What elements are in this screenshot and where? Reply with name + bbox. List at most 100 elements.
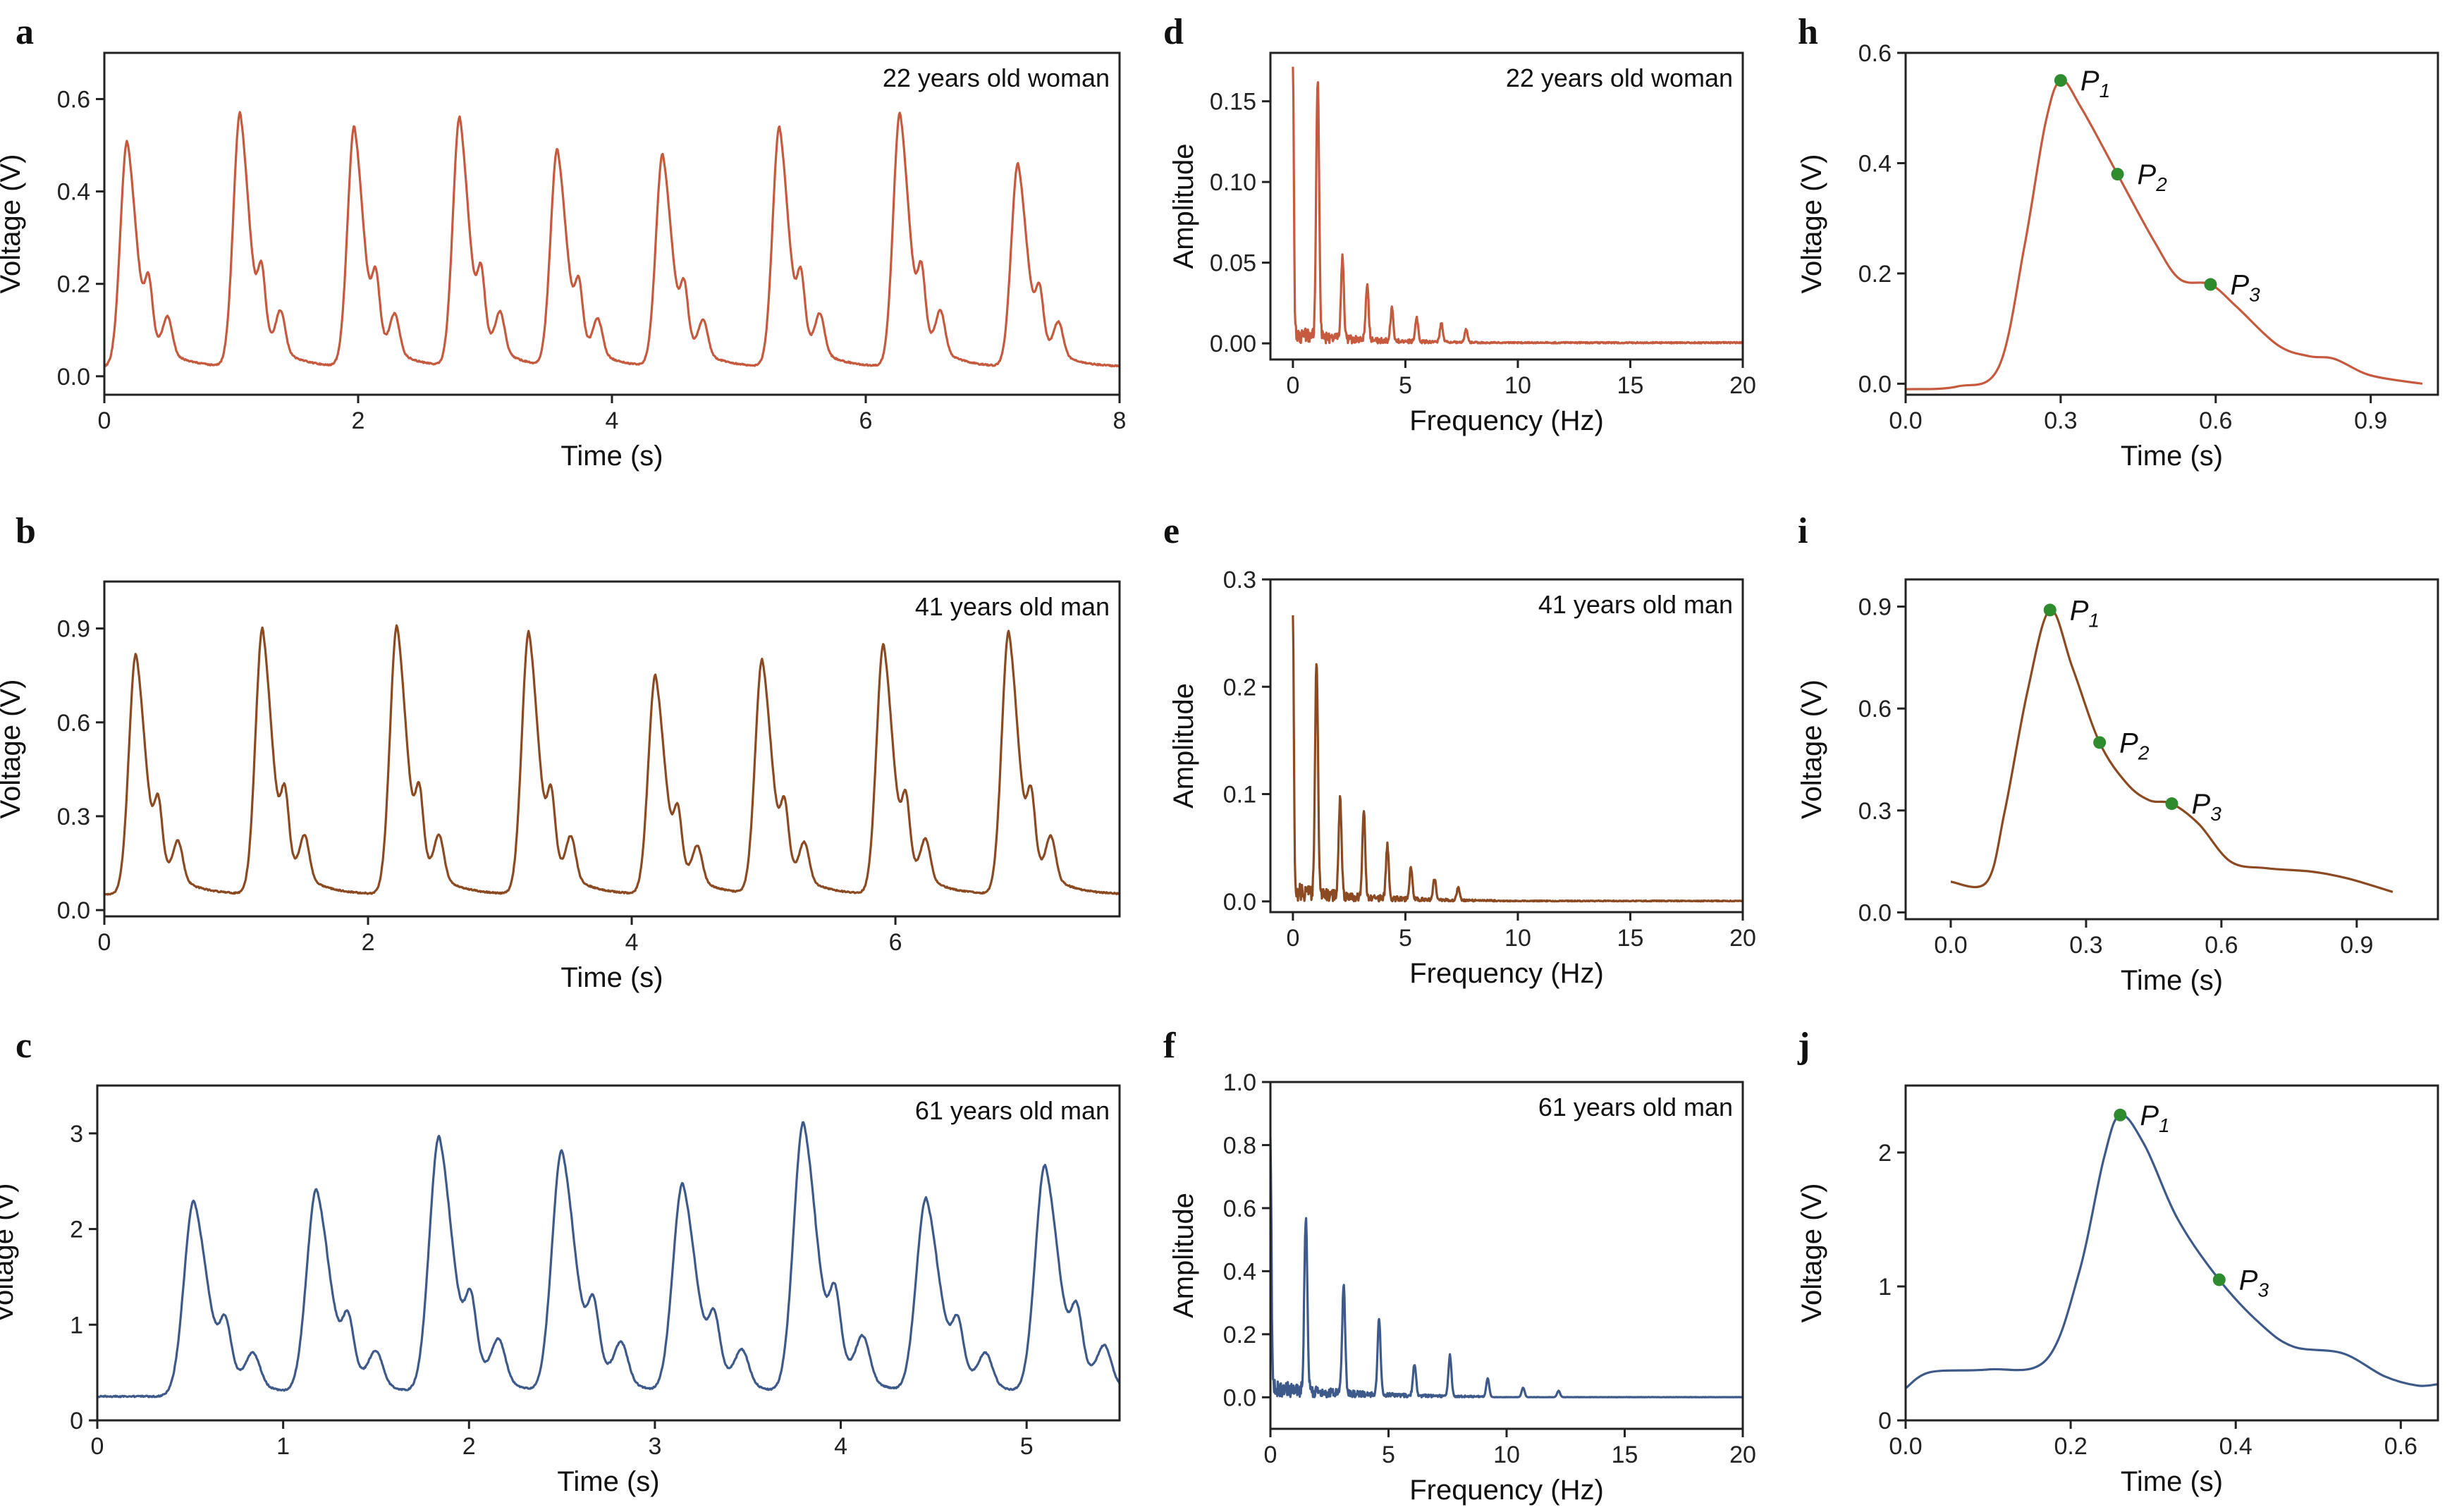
series-line-a xyxy=(104,111,1120,368)
y-tick-label: 0.3 xyxy=(1223,567,1256,594)
y-axis-label: Voltage (V) xyxy=(0,1184,19,1323)
marker-label-P2: P2 xyxy=(2138,159,2168,195)
panel-e: e 0 5 10 15 20 0.0 0.1 0.2 0.3 Frequency (Hz) Ampli… xyxy=(1163,511,1756,989)
y-tick-label: 0 xyxy=(1878,1408,1892,1434)
y-tick-label: 2 xyxy=(70,1217,83,1243)
series-line-b xyxy=(104,624,1120,896)
series-line-e xyxy=(1292,615,1743,903)
x-tick-label: 6 xyxy=(889,929,902,956)
panel-letter: b xyxy=(16,511,36,551)
marker-label-P3: P3 xyxy=(2239,1265,2269,1301)
y-tick-label: 0.3 xyxy=(57,804,90,830)
axes-frame xyxy=(1904,578,2439,921)
x-tick-label: 6 xyxy=(859,407,873,434)
series-line-i xyxy=(1950,608,2393,893)
y-tick-label: 0.0 xyxy=(1858,371,1892,398)
x-tick-label: 10 xyxy=(1493,1442,1520,1468)
axes-frame xyxy=(96,1084,1121,1422)
panel-h: h P1 P2 P3 0.0 0.3 0.6 0.9 0.0 0.2 0.4 0.6 Time (s) V… xyxy=(1796,12,2439,472)
x-tick-label: 0 xyxy=(98,407,111,434)
marker-P2 xyxy=(2111,168,2124,181)
marker-P1 xyxy=(2043,603,2057,617)
x-tick-label: 10 xyxy=(1504,372,1531,399)
x-tick-label: 2 xyxy=(352,407,365,434)
y-axis-label: Amplitude xyxy=(1168,683,1199,809)
x-axis-label: Time (s) xyxy=(2121,965,2223,996)
panel-d: d 0 5 10 15 20 0.00 0.05 0.10 0.15 Frequency (Hz) A… xyxy=(1163,12,1756,436)
x-tick-label: 4 xyxy=(625,929,639,956)
series-group xyxy=(104,111,1120,368)
marker-P1 xyxy=(2114,1108,2127,1121)
x-tick-label: 8 xyxy=(1113,407,1127,434)
x-tick-label: 0.2 xyxy=(2054,1433,2087,1460)
y-tick-label: 0.2 xyxy=(1223,1322,1256,1348)
series-line-h xyxy=(1906,79,2423,391)
y-tick-label: 1 xyxy=(70,1312,83,1339)
x-tick-label: 0.6 xyxy=(2384,1433,2417,1460)
y-tick-label: 0.0 xyxy=(57,897,90,924)
y-tick-label: 0.00 xyxy=(1210,331,1256,357)
series-line-c xyxy=(97,1121,1120,1399)
y-tick-label: 1 xyxy=(1878,1274,1892,1301)
panel-annotation: 22 years old woman xyxy=(1506,63,1733,92)
y-tick-label: 0.2 xyxy=(57,271,90,298)
x-tick-label: 5 xyxy=(1399,925,1412,952)
y-tick-label: 1.0 xyxy=(1223,1069,1256,1096)
x-axis-label: Frequency (Hz) xyxy=(1409,958,1604,989)
x-tick-label: 15 xyxy=(1617,372,1644,399)
x-tick-label: 0.3 xyxy=(2044,407,2077,434)
x-tick-label: 10 xyxy=(1504,925,1531,952)
x-tick-label: 0 xyxy=(1286,372,1299,399)
y-tick-label: 0.8 xyxy=(1223,1132,1256,1159)
y-tick-label: 0.0 xyxy=(57,364,90,391)
marker-label-P1: P1 xyxy=(2080,66,2110,102)
y-tick-label: 0.0 xyxy=(1858,899,1892,926)
y-axis-label: Voltage (V) xyxy=(1796,154,1827,294)
panel-letter: a xyxy=(16,12,34,52)
x-tick-label: 0.0 xyxy=(1889,1433,1922,1460)
panel-f: f 0 5 10 15 20 0.0 0.2 0.4 0.6 0.8 1.0 Frequency (Hz… xyxy=(1163,1026,1756,1506)
y-tick-label: 0.6 xyxy=(57,87,90,113)
panel-letter: d xyxy=(1163,12,1184,52)
series-line-f xyxy=(1270,1137,1743,1399)
y-axis-label: Voltage (V) xyxy=(1796,1184,1827,1323)
y-axis-label: Voltage (V) xyxy=(0,154,26,294)
x-tick-label: 1 xyxy=(276,1433,290,1460)
y-axis-label: Amplitude xyxy=(1168,144,1199,269)
x-tick-label: 15 xyxy=(1612,1442,1638,1468)
series-group xyxy=(1292,615,1743,903)
marker-P3 xyxy=(2204,278,2217,291)
y-tick-label: 0.4 xyxy=(1858,150,1892,177)
axes-frame xyxy=(1904,51,2439,396)
series-group xyxy=(1292,66,1743,345)
series-line-j xyxy=(1906,1114,2438,1389)
x-tick-label: 0.4 xyxy=(2219,1433,2252,1460)
axes-frame xyxy=(1269,578,1744,914)
panel-annotation: 41 years old man xyxy=(1538,590,1733,619)
panel-annotation: 61 years old man xyxy=(915,1096,1110,1125)
panel-c: c 0 1 2 3 4 5 0 1 2 3 Time (s) Voltage (V) 61 years o… xyxy=(0,1026,1121,1497)
x-tick-label: 5 xyxy=(1399,372,1412,399)
axes-frame xyxy=(1904,1084,2439,1422)
x-tick-label: 0.0 xyxy=(1934,932,1967,959)
y-tick-label: 0.4 xyxy=(57,179,90,206)
marker-label-P1: P1 xyxy=(2070,595,2100,631)
x-tick-label: 0.3 xyxy=(2069,932,2102,959)
x-axis-label: Frequency (Hz) xyxy=(1409,1475,1604,1506)
series-group xyxy=(104,624,1120,896)
x-axis-label: Time (s) xyxy=(2121,1466,2223,1497)
series-group xyxy=(1270,1137,1743,1399)
marker-label-P3: P3 xyxy=(2192,789,2222,825)
panel-letter: e xyxy=(1163,511,1179,551)
x-tick-label: 0 xyxy=(1264,1442,1277,1468)
y-tick-label: 0.6 xyxy=(57,710,90,737)
series-group xyxy=(1950,608,2393,893)
series-group xyxy=(97,1121,1120,1399)
x-tick-label: 0.0 xyxy=(1889,407,1922,434)
axes-frame xyxy=(103,580,1121,918)
y-tick-label: 0.2 xyxy=(1858,261,1892,288)
x-tick-label: 15 xyxy=(1617,925,1644,952)
x-tick-label: 20 xyxy=(1729,372,1756,399)
x-tick-label: 0 xyxy=(1286,925,1299,952)
y-axis-label: Amplitude xyxy=(1168,1193,1199,1318)
